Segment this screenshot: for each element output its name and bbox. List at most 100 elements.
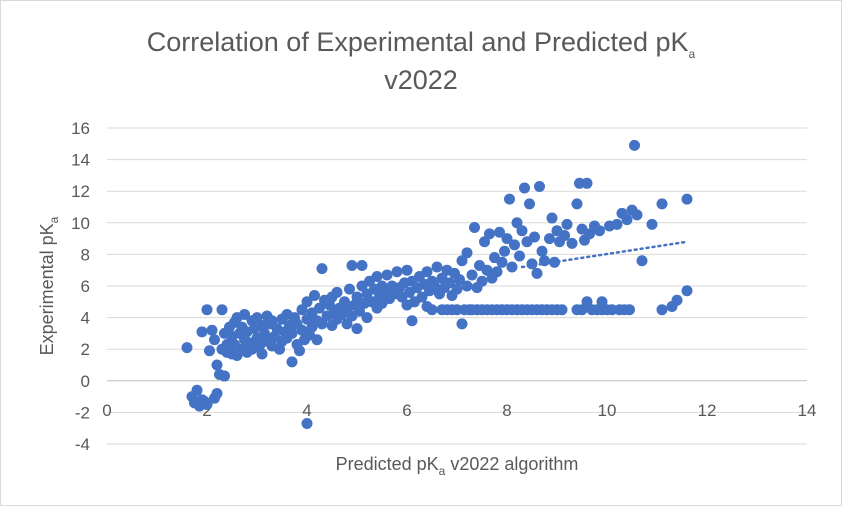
data-point [196, 394, 208, 406]
data-point [346, 259, 358, 271]
data-point [331, 286, 343, 298]
data-point [621, 214, 633, 226]
data-point [461, 247, 473, 259]
data-point [344, 283, 355, 295]
y-tick-label: 4 [81, 309, 90, 328]
data-point [311, 334, 323, 346]
y-tick-label: 14 [71, 151, 90, 170]
chart-title-subscript: a [689, 47, 696, 61]
data-point [561, 218, 573, 230]
data-point [356, 259, 368, 271]
data-point [509, 239, 520, 251]
x-tick-label: 4 [302, 401, 311, 420]
data-point [401, 264, 413, 276]
y-tick-label: 0 [81, 372, 90, 391]
x-tick-label: 10 [598, 401, 617, 420]
data-point [646, 218, 658, 230]
data-point [594, 225, 605, 237]
data-point [581, 177, 593, 189]
data-point [576, 304, 588, 316]
data-point [681, 285, 693, 297]
data-point [494, 226, 505, 238]
data-point [381, 269, 393, 281]
data-point [481, 264, 493, 276]
data-point [219, 370, 230, 382]
data-point [351, 291, 363, 303]
data-point [566, 237, 578, 249]
data-point [511, 217, 523, 229]
data-point [451, 283, 463, 295]
data-point [656, 198, 668, 210]
y-axis-title-prefix: Experimental pK [37, 223, 57, 355]
data-points [181, 139, 693, 429]
y-tick-label: 12 [71, 182, 90, 201]
data-point [211, 387, 223, 399]
data-point [181, 342, 193, 354]
data-point [371, 271, 383, 283]
y-tick-label: -4 [75, 435, 90, 454]
x-axis-title-prefix: Predicted pK [336, 454, 439, 474]
data-point [191, 384, 203, 396]
data-point [211, 359, 223, 371]
data-point [354, 305, 365, 317]
x-tick-label: 2 [202, 401, 211, 420]
x-tick-labels: 0 2 4 6 8 10 12 14 [102, 401, 816, 420]
data-point [266, 315, 278, 327]
data-point [204, 345, 215, 357]
data-point [681, 193, 693, 205]
data-point [656, 304, 668, 316]
y-tick-label: 2 [81, 340, 90, 359]
data-point [636, 255, 648, 267]
data-point [351, 323, 363, 335]
data-point [581, 296, 593, 308]
data-point [501, 233, 513, 245]
data-point [286, 356, 298, 368]
data-point [454, 274, 465, 286]
data-point [491, 266, 503, 278]
data-point [251, 312, 263, 324]
data-point [466, 269, 478, 281]
y-axis-title: Experimental pKa [37, 216, 61, 355]
data-point [239, 308, 250, 320]
data-point [484, 228, 495, 240]
data-point [421, 266, 433, 278]
x-tick-label: 6 [402, 401, 411, 420]
data-point [571, 198, 583, 210]
chart-title-line2: v2022 [384, 65, 458, 95]
chart-title-main: Correlation of Experimental and Predicte… [147, 27, 689, 57]
data-point [206, 324, 218, 336]
y-tick-label: 6 [81, 277, 90, 296]
chart-title-line1: Correlation of Experimental and Predicte… [147, 27, 696, 61]
data-point [456, 255, 468, 267]
x-axis-title-subscript: a [439, 464, 446, 478]
data-point [671, 294, 683, 306]
data-point [431, 261, 443, 273]
data-point [631, 209, 643, 221]
data-point [294, 345, 305, 357]
x-axis-title-suffix: v2022 algorithm [445, 454, 578, 474]
data-point [316, 318, 328, 330]
x-tick-label: 8 [502, 401, 511, 420]
data-point [584, 228, 595, 240]
data-point [286, 327, 298, 339]
data-point [479, 236, 490, 248]
data-point [426, 304, 438, 316]
x-tick-label: 0 [102, 401, 111, 420]
data-point [476, 275, 488, 287]
data-point [534, 180, 545, 192]
x-tick-label: 12 [698, 401, 717, 420]
data-point [391, 266, 403, 278]
data-point [309, 289, 320, 301]
data-point [611, 218, 623, 230]
data-point [624, 304, 635, 316]
data-point [209, 334, 220, 346]
data-point [546, 212, 558, 224]
y-tick-label: 16 [71, 119, 90, 138]
data-point [461, 280, 473, 292]
y-tick-label: 8 [81, 245, 90, 264]
data-point [536, 245, 548, 257]
data-point [519, 182, 530, 194]
data-point [499, 245, 510, 257]
data-point [504, 193, 515, 205]
